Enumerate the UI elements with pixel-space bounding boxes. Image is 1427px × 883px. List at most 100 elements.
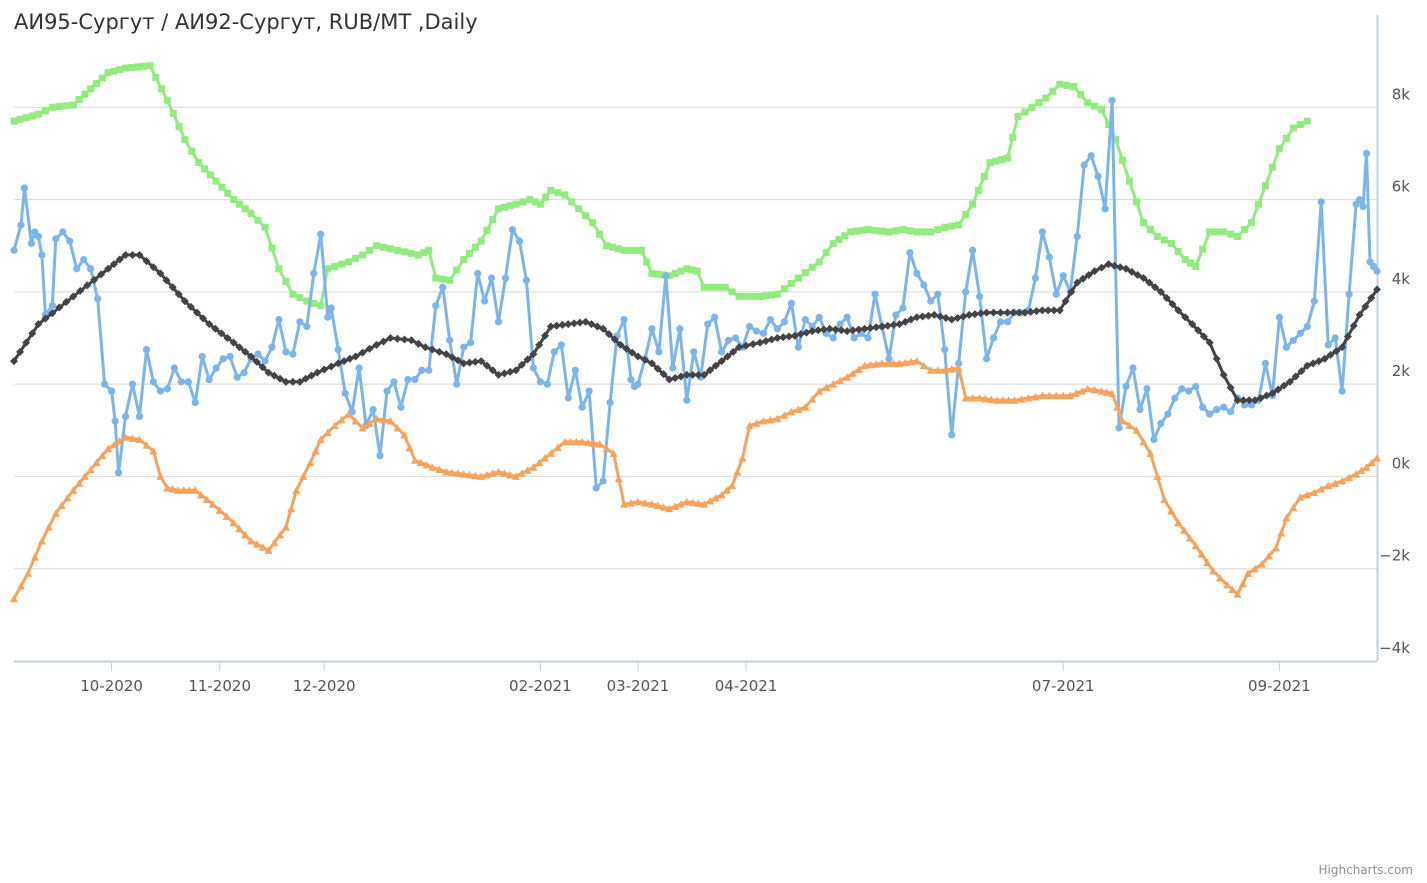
data-point bbox=[111, 417, 119, 425]
data-point bbox=[1261, 359, 1270, 367]
data-point bbox=[121, 412, 130, 421]
data-point bbox=[566, 437, 575, 446]
data-point bbox=[885, 228, 893, 236]
data-point bbox=[1073, 232, 1081, 241]
data-point bbox=[16, 115, 24, 123]
data-point bbox=[637, 246, 645, 254]
data-point bbox=[920, 228, 928, 236]
data-point bbox=[109, 260, 118, 269]
data-point bbox=[258, 363, 267, 372]
data-point bbox=[1066, 391, 1075, 400]
data-point bbox=[889, 359, 898, 367]
data-point bbox=[801, 403, 810, 411]
data-point bbox=[912, 313, 921, 322]
data-point bbox=[1352, 470, 1361, 478]
data-point bbox=[422, 460, 431, 469]
data-point bbox=[355, 364, 363, 372]
data-point bbox=[351, 352, 360, 361]
data-point bbox=[334, 345, 342, 354]
data-point bbox=[535, 458, 544, 467]
data-point bbox=[37, 537, 46, 545]
data-point bbox=[1032, 307, 1041, 316]
data-point bbox=[682, 497, 691, 506]
data-point bbox=[1178, 385, 1186, 393]
data-point bbox=[592, 484, 600, 492]
data-point bbox=[87, 265, 95, 273]
data-point bbox=[1021, 108, 1029, 116]
data-point bbox=[547, 186, 555, 194]
data-point bbox=[162, 276, 171, 285]
data-point bbox=[1084, 99, 1092, 107]
data-point bbox=[345, 258, 353, 266]
data-point bbox=[1310, 297, 1318, 305]
data-point bbox=[808, 322, 816, 331]
data-point bbox=[745, 421, 754, 430]
data-point bbox=[837, 326, 846, 335]
data-point bbox=[330, 421, 339, 430]
x-tick-label: 04-2021 bbox=[715, 677, 778, 695]
data-point bbox=[982, 308, 991, 317]
data-point bbox=[229, 338, 238, 347]
data-point bbox=[794, 343, 802, 351]
data-point bbox=[1209, 567, 1218, 575]
data-point bbox=[1072, 389, 1081, 397]
data-point bbox=[1326, 350, 1335, 359]
data-point bbox=[1136, 405, 1144, 414]
data-point bbox=[787, 407, 796, 416]
data-point bbox=[912, 357, 921, 365]
data-point bbox=[633, 497, 642, 506]
data-point bbox=[1296, 329, 1304, 337]
data-point bbox=[700, 500, 709, 508]
data-point bbox=[1282, 513, 1291, 522]
data-point bbox=[307, 371, 316, 380]
data-point bbox=[115, 437, 124, 445]
y-tick-label: 6k bbox=[1392, 178, 1411, 196]
data-point bbox=[572, 437, 581, 446]
data-point bbox=[453, 356, 462, 365]
data-point bbox=[324, 313, 332, 321]
data-point bbox=[614, 245, 622, 253]
data-point bbox=[1031, 392, 1040, 401]
data-point bbox=[725, 336, 733, 344]
grid-lines bbox=[14, 106, 1377, 570]
data-point bbox=[80, 255, 88, 264]
data-point bbox=[169, 109, 177, 117]
data-point bbox=[500, 469, 509, 477]
data-point bbox=[411, 375, 419, 384]
x-tick-label: 02-2021 bbox=[509, 677, 572, 695]
data-point bbox=[745, 322, 754, 331]
data-point bbox=[989, 308, 998, 317]
data-point bbox=[400, 335, 409, 344]
data-point bbox=[604, 330, 613, 339]
data-point bbox=[941, 314, 950, 323]
data-point bbox=[1070, 83, 1078, 91]
data-point bbox=[1139, 274, 1148, 283]
data-point bbox=[97, 270, 106, 279]
x-tick-label: 10-2020 bbox=[80, 677, 143, 695]
data-point bbox=[341, 389, 349, 397]
data-point bbox=[400, 430, 409, 439]
data-point bbox=[1250, 564, 1259, 573]
data-point bbox=[1185, 533, 1194, 542]
data-point bbox=[1285, 377, 1294, 386]
data-point bbox=[10, 594, 18, 603]
data-point bbox=[589, 219, 597, 227]
data-point bbox=[913, 269, 921, 277]
credits-link[interactable]: Highcharts.com bbox=[1318, 863, 1413, 877]
data-point bbox=[197, 490, 206, 499]
data-point bbox=[313, 368, 322, 377]
data-point bbox=[523, 466, 532, 474]
data-point bbox=[688, 266, 696, 274]
data-point bbox=[184, 378, 192, 386]
data-point bbox=[276, 374, 285, 383]
data-point bbox=[1277, 528, 1286, 537]
x-tick-label: 03-2021 bbox=[607, 677, 670, 695]
data-point bbox=[500, 203, 508, 211]
data-point bbox=[599, 477, 607, 485]
data-point bbox=[345, 354, 354, 363]
data-point bbox=[933, 366, 942, 374]
data-point bbox=[616, 340, 625, 349]
data-point bbox=[448, 468, 457, 477]
data-point bbox=[281, 377, 290, 386]
data-point bbox=[135, 435, 144, 444]
